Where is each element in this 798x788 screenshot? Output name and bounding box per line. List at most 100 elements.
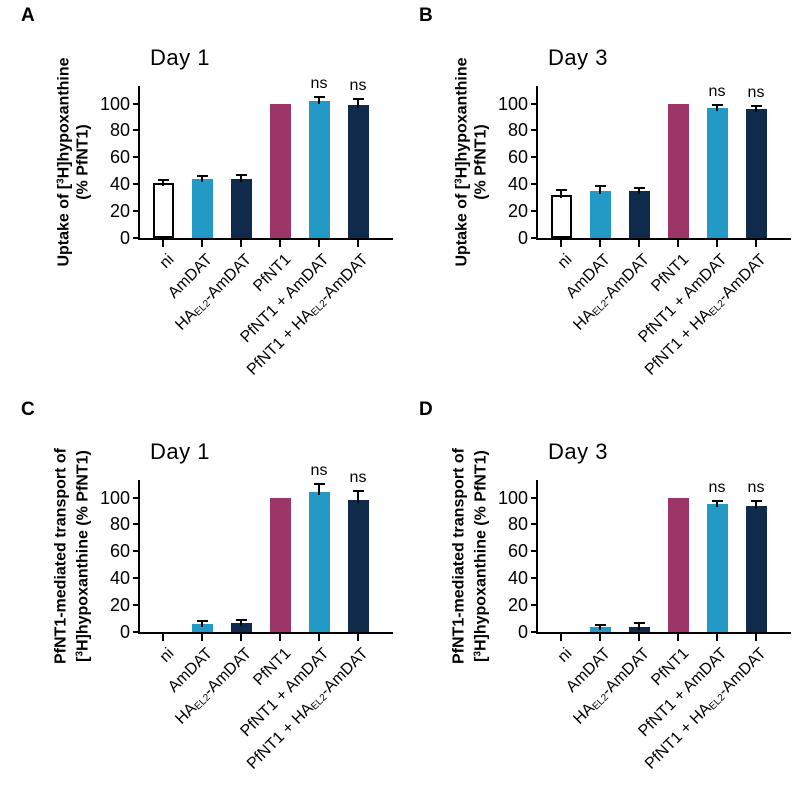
error-bar-stem <box>716 104 718 111</box>
x-axis-tick <box>279 634 281 641</box>
error-bar-cap <box>594 623 606 626</box>
y-axis-tick <box>531 496 536 499</box>
bar <box>745 108 767 238</box>
chart-title: Day 1 <box>150 45 210 70</box>
error-bar-stem <box>201 176 203 182</box>
y-tick-label: 20 <box>507 595 528 616</box>
panel-c: C Day 1 PfNT1-mediated transport of [3H]… <box>0 394 399 788</box>
y-axis-tick <box>531 210 536 213</box>
error-bar-cap <box>633 622 645 625</box>
error-bar-stem <box>201 621 203 627</box>
x-axis-tick <box>357 240 359 247</box>
error-bar-cap <box>235 618 247 621</box>
error-bar-stem <box>638 188 640 194</box>
bar <box>269 103 291 238</box>
y-tick-label: 80 <box>109 514 130 535</box>
error-bar-cap <box>555 188 567 191</box>
y-axis-label: Uptake of [3H]hypoxanthine (% PfNT1) <box>52 57 93 266</box>
chart-title: Day 3 <box>548 439 608 464</box>
y-axis-tick <box>531 129 536 132</box>
y-tick-label: 0 <box>517 228 528 248</box>
error-bar-stem <box>357 490 359 504</box>
x-axis-tick <box>716 240 718 247</box>
x-axis-tick <box>560 634 562 641</box>
x-axis-tick <box>279 240 281 247</box>
y-tick-label: 40 <box>507 174 528 195</box>
bar <box>706 107 728 238</box>
x-axis-tick <box>201 634 203 641</box>
x-axis-tick <box>677 240 679 247</box>
error-bar-cap <box>750 105 762 108</box>
error-bar-stem <box>755 106 757 112</box>
y-tick-label: 100 <box>99 93 130 114</box>
y-axis-tick <box>133 129 138 132</box>
y-tick-label: 60 <box>507 147 528 168</box>
significance-label: ns <box>310 462 328 480</box>
y-tick-label: 80 <box>109 120 130 141</box>
bar <box>308 100 330 238</box>
bar <box>230 622 252 632</box>
y-tick-label: 60 <box>109 541 130 562</box>
y-axis-label-line2: [3H]hypoxanthine (% PfNT1) <box>74 450 92 662</box>
bar <box>745 505 767 632</box>
plot-area: 0 20 40 60 80 100 ni AmDAT HAEL2-AmDAT PfNT1 ns PfN… <box>498 82 791 379</box>
y-axis-tick <box>133 156 138 159</box>
plot-area: 0 20 40 60 80 100 ni AmDAT HAEL2-AmDAT PfNT1 ns PfN… <box>100 75 393 379</box>
error-bar-stem <box>240 619 242 626</box>
x-category-label: ni <box>156 251 178 272</box>
error-bar-cap <box>235 173 247 176</box>
y-axis-label-line2: [3H]hypoxanthine (% PfNT1) <box>472 450 490 662</box>
error-bar-stem <box>716 500 718 508</box>
y-tick-label: 60 <box>507 541 528 562</box>
x-axis-tick <box>357 634 359 641</box>
x-category-label: ni <box>554 251 576 272</box>
error-bar-cap <box>157 179 169 182</box>
x-axis-tick <box>318 240 320 247</box>
error-bar-cap <box>313 95 325 98</box>
y-axis-tick <box>133 577 138 580</box>
x-axis-tick <box>755 634 757 641</box>
error-bar-stem <box>599 624 601 630</box>
y-axis-tick <box>531 631 536 633</box>
y-tick-label: 80 <box>507 514 528 535</box>
y-tick-label: 0 <box>517 622 528 642</box>
bar <box>628 190 650 238</box>
y-tick-label: 20 <box>109 201 130 222</box>
y-axis-tick <box>531 523 536 526</box>
bar <box>191 623 213 632</box>
bar <box>230 178 252 238</box>
y-axis-label-line2: (% PfNT1) <box>74 124 92 200</box>
plot-area: 0 20 40 60 80 100 ni AmDAT HAEL2-AmDAT PfNT1 ns PfN… <box>100 462 393 773</box>
y-tick-label: 40 <box>109 174 130 195</box>
y-tick-label: 40 <box>507 568 528 589</box>
x-axis-tick <box>162 634 164 641</box>
y-axis-label: Uptake of [3H]hypoxanthine (% PfNT1) <box>450 57 491 266</box>
x-axis-tick <box>755 240 757 247</box>
bar <box>308 492 330 632</box>
bar <box>589 190 611 238</box>
error-bar-cap <box>711 499 723 502</box>
error-bar-stem <box>318 484 320 496</box>
y-tick-label: 100 <box>497 487 528 508</box>
error-bar-cap <box>196 175 208 178</box>
error-bar-cap <box>633 187 645 190</box>
x-axis-tick <box>162 240 164 247</box>
y-axis-tick <box>531 156 536 159</box>
y-axis-label-line1: Uptake of [3H]hypoxanthine <box>55 57 73 267</box>
y-tick-label: 40 <box>109 568 130 589</box>
y-axis-tick <box>133 210 138 213</box>
significance-label: ns <box>349 468 367 486</box>
error-bar-cap <box>196 620 208 623</box>
bar <box>706 504 728 632</box>
panel-letter: C <box>21 399 35 420</box>
y-tick-label: 20 <box>109 595 130 616</box>
significance-label: ns <box>708 82 726 100</box>
bar <box>667 103 689 238</box>
chart-title: Day 1 <box>150 439 210 464</box>
panel-d: D Day 3 PfNT1-mediated transport of [3H]… <box>398 394 797 788</box>
y-axis-tick <box>133 183 138 186</box>
significance-label: ns <box>747 84 765 102</box>
error-bar-stem <box>638 623 640 630</box>
bar <box>191 178 213 238</box>
